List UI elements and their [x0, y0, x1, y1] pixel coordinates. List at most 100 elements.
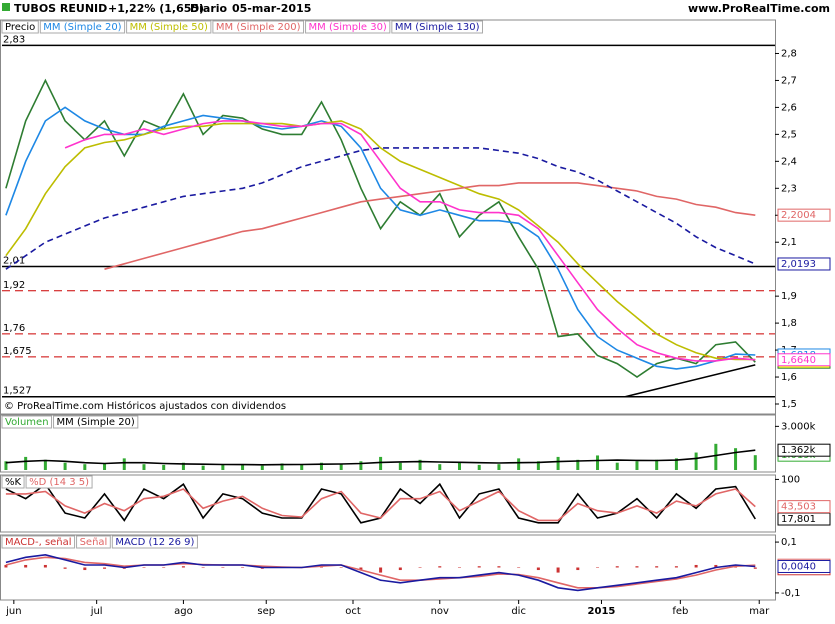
y-tick-label: 2,8	[781, 48, 797, 59]
bar	[615, 566, 619, 568]
ticker-icon	[2, 3, 10, 11]
bar	[201, 567, 205, 569]
change: +1,22% (1,655)	[108, 2, 204, 15]
bar	[556, 456, 560, 470]
bar	[753, 567, 757, 569]
legend-box	[111, 535, 198, 549]
y-tick-label: 0,1	[781, 537, 797, 548]
bar	[497, 566, 501, 568]
bar	[103, 567, 107, 569]
legend-label: MACD-, señal	[5, 537, 72, 548]
value-tag-label: 2,0193	[781, 259, 816, 270]
legend-label: MM (Simple 30)	[309, 22, 387, 33]
level-label: 2,83	[3, 34, 25, 45]
bar	[655, 459, 659, 470]
bar	[694, 564, 698, 568]
series-line	[5, 449, 756, 466]
y-tick-label: 2,3	[781, 183, 797, 194]
legend-box	[126, 20, 212, 34]
y-tick-label: 2,6	[781, 102, 797, 113]
legend-box	[1, 475, 25, 489]
site: www.ProRealTime.com	[688, 2, 830, 15]
legend-box	[305, 20, 391, 34]
legend-label: MM (Simple 20)	[57, 417, 135, 428]
legend-box	[53, 415, 139, 429]
bar	[674, 458, 678, 470]
period: Diario	[190, 2, 228, 15]
value-tag	[777, 559, 831, 573]
bar	[162, 464, 166, 470]
bar	[457, 462, 461, 470]
bar	[43, 564, 47, 568]
legend-label: MM (Simple 50)	[130, 22, 208, 33]
bar	[221, 464, 225, 470]
y-tick-label: 2,4	[781, 156, 797, 167]
bar	[83, 567, 87, 571]
bar	[714, 443, 718, 470]
series-line	[5, 106, 756, 370]
bar	[43, 459, 47, 470]
y-tick-label: 2,1	[781, 237, 797, 248]
legend-label: MACD (12 26 9)	[115, 537, 194, 548]
panel-frame	[0, 19, 776, 415]
legend-box	[25, 475, 93, 489]
level-label: 2,01	[3, 255, 25, 266]
bar	[753, 455, 757, 470]
value-tag-label: 1,6640	[781, 355, 816, 366]
bar	[122, 458, 126, 470]
bar	[398, 567, 402, 571]
series-line	[5, 488, 756, 522]
level-label: 1,527	[3, 386, 32, 397]
bar	[655, 566, 659, 568]
bar	[260, 465, 264, 470]
bar	[635, 461, 639, 470]
bar	[576, 567, 580, 571]
series-line	[104, 182, 756, 270]
bar	[201, 465, 205, 470]
level-label: 1,675	[3, 346, 32, 357]
x-tick-label: feb	[672, 606, 688, 617]
bar	[556, 567, 560, 573]
value-tag-label: 0,0040	[781, 561, 816, 572]
bar	[497, 464, 501, 470]
x-tick-label: ago	[174, 606, 193, 617]
bar	[4, 461, 8, 470]
legend-label: Precio	[5, 22, 35, 33]
legend-label: MM (Simple 20)	[43, 22, 121, 33]
bar	[181, 462, 185, 470]
value-tag	[777, 208, 831, 222]
bar	[359, 567, 363, 571]
bar	[280, 463, 284, 470]
bar	[379, 567, 383, 573]
bar	[438, 464, 442, 470]
y-tick-label: 100	[781, 474, 800, 485]
value-tag	[777, 500, 831, 514]
bar	[477, 566, 481, 568]
bar	[517, 458, 521, 470]
series-line	[5, 78, 756, 378]
x-tick-label: jun	[5, 606, 21, 617]
bar	[241, 567, 245, 568]
value-tag	[777, 257, 831, 271]
legend-label: %K	[5, 477, 22, 488]
series-line	[5, 120, 756, 361]
bar	[4, 564, 8, 568]
legend-box	[391, 20, 483, 34]
legend-box	[1, 415, 53, 429]
x-tick-label: dic	[511, 606, 526, 617]
legend-label: MM (Simple 130)	[395, 22, 480, 33]
series-line	[5, 553, 756, 592]
x-tick-label: 2015	[588, 606, 616, 617]
x-tick-label: sep	[257, 606, 275, 617]
bar	[63, 462, 67, 470]
bar	[596, 567, 600, 568]
bar	[398, 462, 402, 470]
legend-box	[76, 535, 111, 549]
series-line	[5, 556, 756, 589]
source: © ProRealTime.com Históricos ajustados c…	[4, 400, 286, 412]
y-tick-label: 2,5	[781, 129, 797, 140]
bar	[635, 566, 639, 568]
bar	[536, 567, 540, 571]
bar	[694, 452, 698, 470]
bar	[477, 464, 481, 470]
